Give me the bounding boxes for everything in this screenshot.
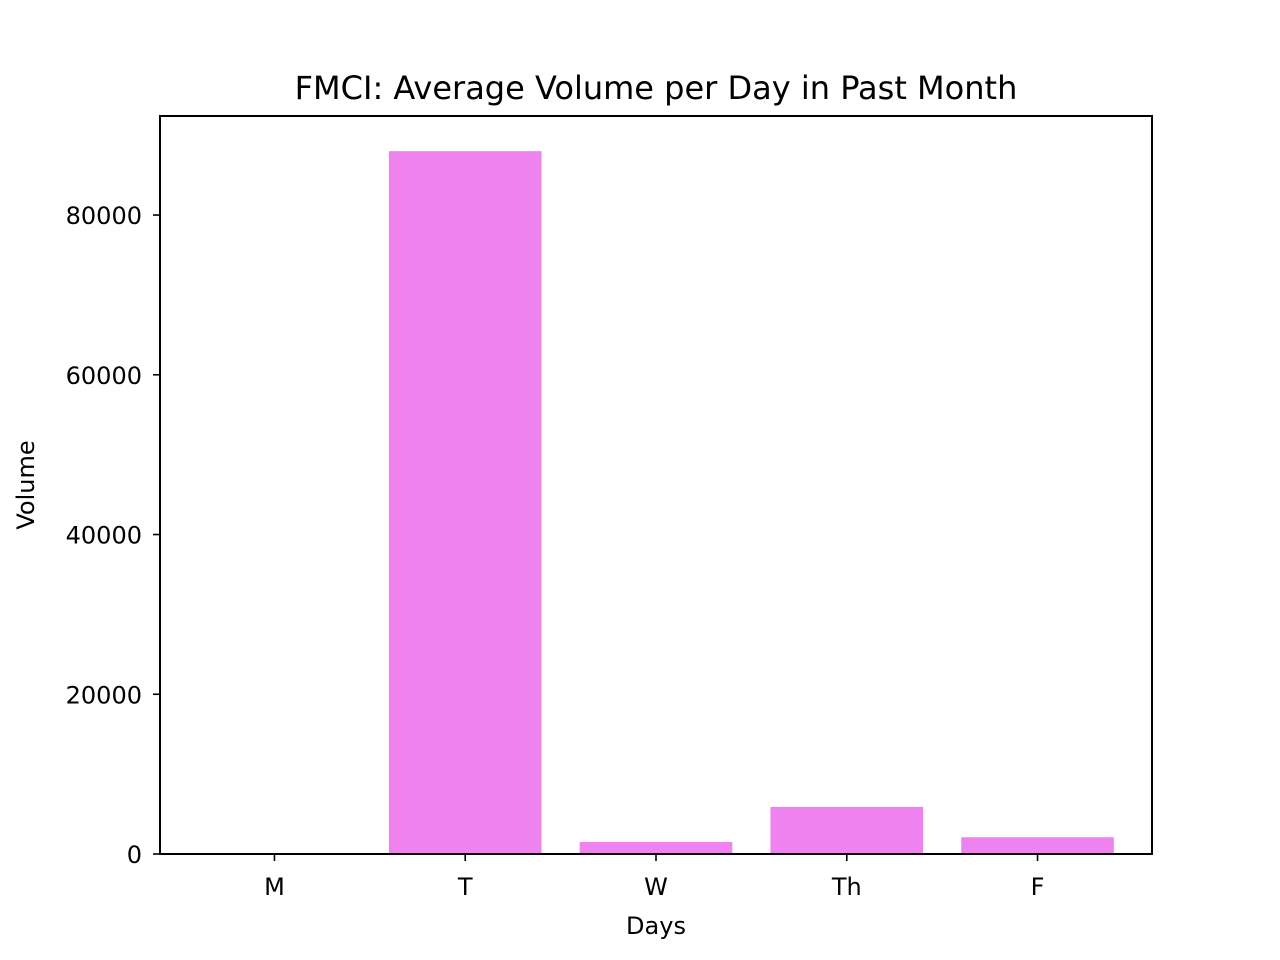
y-tick-label: 0 (127, 841, 142, 869)
bar-f (961, 837, 1114, 854)
y-tick-label: 80000 (66, 202, 142, 230)
x-tick-label: F (1031, 873, 1045, 901)
bar-t (388, 151, 542, 855)
plot-frame (159, 115, 1153, 855)
y-tick-label: 20000 (66, 681, 142, 709)
x-axis-ticks: M T W Th F (264, 854, 1044, 901)
y-tick-label: 60000 (66, 362, 142, 390)
x-tick-label: T (457, 873, 473, 901)
chart-title: FMCI: Average Volume per Day in Past Mon… (295, 69, 1018, 107)
y-axis-ticks: 0 20000 40000 60000 80000 (66, 202, 160, 869)
bar-w (579, 842, 733, 854)
bar-th (770, 806, 924, 854)
x-tick-label: W (644, 873, 668, 901)
x-tick-label: M (264, 873, 285, 901)
y-tick-label: 40000 (66, 522, 142, 550)
bars-group (388, 151, 1114, 855)
x-tick-label: Th (831, 873, 862, 901)
x-axis-label: Days (626, 912, 686, 940)
y-axis-label: Volume (12, 440, 40, 529)
